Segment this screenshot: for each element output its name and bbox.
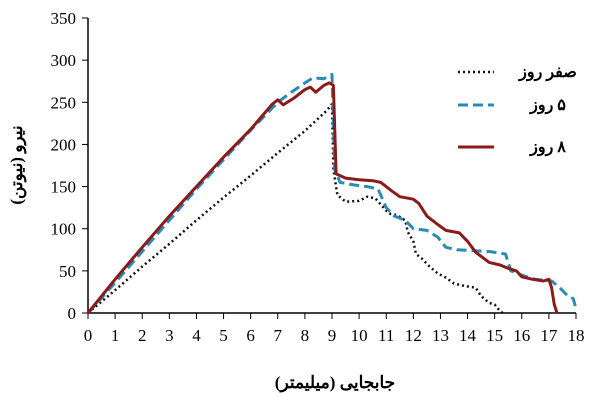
y-tick-label: 200 — [51, 135, 77, 154]
x-tick-label: 4 — [192, 326, 201, 345]
x-tick-label: 13 — [432, 326, 449, 345]
y-tick-label: 50 — [59, 262, 76, 281]
y-tick-label: 0 — [68, 304, 77, 323]
series-line-1 — [87, 102, 504, 315]
x-tick-label: 10 — [351, 326, 368, 345]
x-tick-label: 14 — [459, 326, 477, 345]
y-tick-labels: 0 50 100 150 200 250 300 350 — [51, 9, 77, 323]
legend: صفر روز ۵ روز ۸ روز — [458, 64, 577, 157]
x-tick-label: 6 — [246, 326, 255, 345]
series-layer — [86, 73, 578, 315]
x-tick-label: 16 — [513, 326, 530, 345]
x-tick-label: 3 — [165, 326, 174, 345]
legend-label-3: ۸ روز — [529, 139, 566, 157]
series-line-3 — [86, 81, 559, 314]
x-tick-label: 0 — [84, 326, 93, 345]
x-tick-label: 17 — [540, 326, 558, 345]
x-tick-label: 2 — [138, 326, 147, 345]
y-tick-label: 100 — [51, 220, 77, 239]
legend-label-1: صفر روز — [518, 64, 577, 82]
x-tick-label: 1 — [111, 326, 120, 345]
x-tick-label: 11 — [378, 326, 394, 345]
x-tick-label: 9 — [328, 326, 337, 345]
x-tick-label: 12 — [405, 326, 422, 345]
x-tick-label: 15 — [486, 326, 503, 345]
y-tick-label: 150 — [51, 178, 77, 197]
x-tick-label: 18 — [568, 326, 585, 345]
legend-label-2: ۵ روز — [529, 97, 566, 115]
y-axis-label: نیرو (نیوتن) — [7, 125, 27, 204]
axes — [82, 17, 577, 319]
y-tick-label: 300 — [51, 51, 77, 70]
x-tick-labels: 0 1 2 3 4 5 6 7 8 9 10 11 12 13 14 15 16 17 18 — [84, 326, 585, 345]
series-line-2 — [86, 73, 578, 314]
x-tick-label: 8 — [301, 326, 310, 345]
x-tick-label: 7 — [274, 326, 283, 345]
y-tick-label: 350 — [51, 9, 77, 28]
x-axis-label: جابجایی (میلیمتر) — [275, 373, 395, 393]
x-tick-label: 5 — [219, 326, 228, 345]
y-tick-label: 250 — [51, 93, 77, 112]
